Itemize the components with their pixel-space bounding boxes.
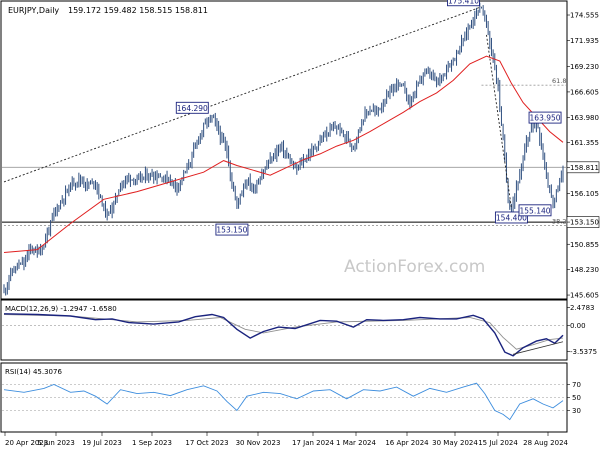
rsi-y-tick-label: 50 xyxy=(572,394,581,402)
y-tick-label: 163.980 xyxy=(570,114,599,122)
swing-label: 155.140 xyxy=(520,206,551,215)
macd-y-tick-label: 0.00 xyxy=(570,322,586,330)
x-tick-label: 1 Mar 2024 xyxy=(336,439,376,447)
y-tick-label: 150.855 xyxy=(570,241,599,249)
macd-pane-frame xyxy=(0,299,568,361)
x-tick-label: 17 Jan 2024 xyxy=(292,439,335,447)
x-tick-label: 15 Jul 2024 xyxy=(478,439,518,447)
swing-label-box xyxy=(447,0,480,7)
macd-line xyxy=(3,313,564,357)
y-tick-label: 166.605 xyxy=(570,88,599,96)
macd-trendline xyxy=(512,341,564,355)
trend-line xyxy=(3,6,482,183)
fib-level-label: 61.8 xyxy=(552,77,566,85)
y-tick-label: 148.230 xyxy=(570,266,599,274)
swing-label: 154.400 xyxy=(496,213,527,222)
swing-label: 175.410 xyxy=(448,0,479,5)
y-tick-label: 158.811 xyxy=(570,164,599,172)
macd-y-tick-label: 2.4783 xyxy=(570,304,595,312)
swing-line xyxy=(486,34,512,209)
y-tick-label: 174.555 xyxy=(570,12,599,20)
x-tick-label: 20 Apr 2023 xyxy=(5,439,48,447)
symbol-label: EURJPY,Daily xyxy=(8,6,59,15)
x-tick-label: 30 Nov 2023 xyxy=(236,439,281,447)
macd-title: MACD(12,26,9) -1.2947 -1.6580 xyxy=(5,305,117,313)
x-tick-label: 5 Jun 2023 xyxy=(37,439,75,447)
x-tick-label: 30 May 2024 xyxy=(432,439,478,447)
swing-label: 153.150 xyxy=(216,226,247,235)
x-tick-label: 16 Apr 2024 xyxy=(385,439,429,447)
macd-y-tick-label: -3.5375 xyxy=(570,348,597,356)
rsi-title: RSI(14) 45.3076 xyxy=(5,368,62,376)
x-tick-label: 28 Aug 2024 xyxy=(523,439,568,447)
y-tick-label: 171.935 xyxy=(570,37,599,45)
rsi-line xyxy=(3,382,564,421)
fib-level-label: 38.2 xyxy=(552,217,566,225)
swing-label-box xyxy=(175,101,209,114)
macd-layer xyxy=(2,313,566,357)
swing-label-box xyxy=(494,211,528,224)
swing-label-box xyxy=(518,204,552,217)
rsi-layer xyxy=(2,382,566,421)
swing-label-box xyxy=(528,111,562,124)
price-pane-frame xyxy=(0,0,568,300)
y-tick-label: 161.355 xyxy=(570,139,599,147)
swing-label: 163.950 xyxy=(530,114,561,123)
y-tick-label: 145.605 xyxy=(570,292,599,300)
price-layer: 61.8 38.2 175.410 164.290 163.950 154.400155.… xyxy=(2,0,566,296)
y-tick-label: 169.230 xyxy=(570,63,599,71)
x-tick-label: 19 Jul 2023 xyxy=(82,439,122,447)
y-tick-label: 156.105 xyxy=(570,190,599,198)
swing-label: 164.290 xyxy=(177,104,208,113)
x-tick-label: 1 Sep 2023 xyxy=(132,439,172,447)
x-tick-label: 17 Oct 2023 xyxy=(185,439,228,447)
y-tick-label: 153.150 xyxy=(570,219,599,227)
rsi-y-tick-label: 30 xyxy=(572,407,581,415)
macd-signal-line xyxy=(3,314,564,350)
rsi-y-tick-label: 70 xyxy=(572,381,581,389)
swing-label-box xyxy=(215,223,249,236)
moving-average-line xyxy=(3,55,564,253)
ohlc-readout: 159.172 159.482 158.515 158.811 xyxy=(68,6,208,15)
watermark: ActionForex.com xyxy=(344,257,485,277)
axis-layer: 174.555 171.935 169.230 166.605 163.980 161.3… xyxy=(4,12,600,447)
